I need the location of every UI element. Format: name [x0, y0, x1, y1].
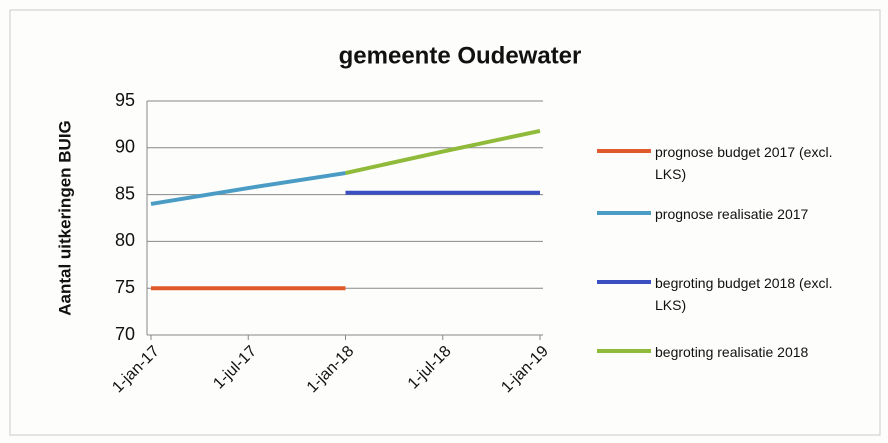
legend-label: begroting realisatie 2018 [655, 344, 809, 360]
legend-swatch [597, 211, 651, 215]
legend-label: begroting budget 2018 (excl. LKS) [655, 275, 833, 313]
y-tick-label: 90 [115, 137, 135, 157]
legend-swatch [597, 280, 651, 284]
y-tick-label: 75 [115, 277, 135, 297]
y-axis-label: Aantal uitkeringen BUIG [55, 120, 74, 316]
legend-label: prognose realisatie 2017 [655, 206, 809, 222]
y-tick-label: 95 [115, 90, 135, 110]
x-tick-label: 1-jan-18 [304, 343, 358, 397]
x-tick-label: 1-jul-18 [405, 343, 455, 393]
legend-item: prognose realisatie 2017 [597, 203, 837, 225]
chart-border [9, 9, 881, 436]
legend-swatch [597, 149, 651, 153]
y-tick-label: 85 [115, 183, 135, 203]
series-line [150, 171, 346, 206]
chart-title: gemeente Oudewater [339, 42, 582, 69]
x-tick-label: 1-jan-17 [109, 343, 163, 397]
y-tick-label: 70 [115, 324, 135, 344]
series-line [345, 128, 541, 176]
legend-item: begroting budget 2018 (excl. LKS) [597, 272, 837, 316]
x-tick-label: 1-jan-19 [498, 343, 552, 397]
legend-swatch [597, 349, 651, 353]
legend-item: prognose budget 2017 (excl. LKS) [597, 141, 837, 185]
y-tick-label: 80 [115, 230, 135, 250]
legend-label: prognose budget 2017 (excl. LKS) [655, 144, 833, 182]
legend-item: begroting realisatie 2018 [597, 341, 837, 363]
x-tick-label: 1-jul-17 [210, 343, 260, 393]
